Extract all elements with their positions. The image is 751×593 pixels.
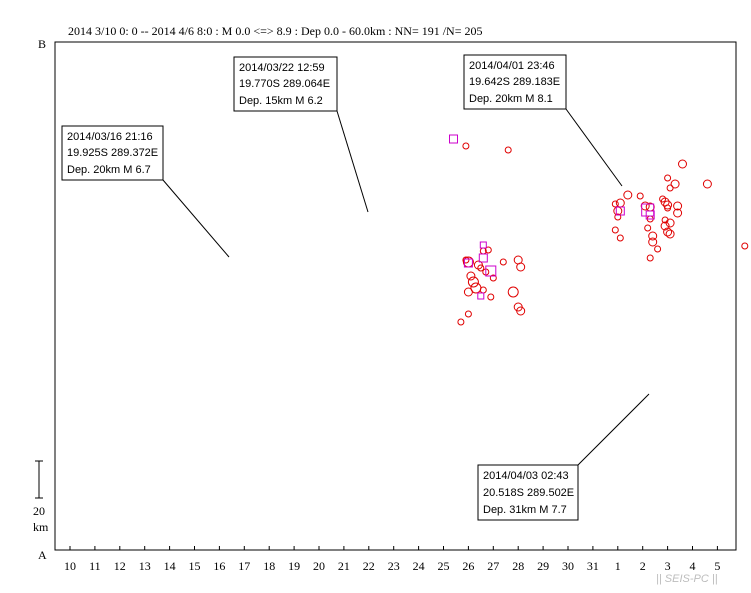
callout-date: 2014/03/22 12:59	[239, 62, 325, 74]
x-tick-label: 21	[338, 559, 350, 573]
x-tick-label: 26	[462, 559, 474, 573]
event-circle	[671, 180, 679, 188]
x-tick-label: 2	[640, 559, 646, 573]
event-circle	[703, 180, 711, 188]
callout-ev-0403: 2014/04/03 02:43 20.518S 289.502E Dep. 3…	[478, 394, 649, 520]
callout-depth-mag: Dep. 31km M 7.7	[483, 504, 567, 516]
scale-bar-unit: km	[33, 520, 49, 534]
event-square	[480, 242, 486, 248]
x-tick-label: 29	[537, 559, 549, 573]
x-tick-label: 15	[189, 559, 201, 573]
x-tick-label: 3	[665, 559, 671, 573]
callout-coords: 19.770S 289.064E	[239, 78, 330, 90]
event-circle	[465, 311, 471, 317]
event-circle	[463, 143, 469, 149]
x-tick-label: 22	[363, 559, 375, 573]
callout-leader-line	[163, 180, 229, 257]
x-tick-label: 27	[487, 559, 499, 573]
axis-bottom-label: A	[38, 548, 47, 562]
callout-leader-line	[337, 111, 368, 212]
callout-depth-mag: Dep. 20km M 6.7	[67, 164, 151, 176]
event-circle	[617, 235, 623, 241]
chart-header: 2014 3/10 0: 0 -- 2014 4/6 8:0 : M 0.0 <…	[68, 24, 483, 38]
x-tick-label: 20	[313, 559, 325, 573]
event-circle	[667, 185, 673, 191]
x-tick-label: 31	[587, 559, 599, 573]
event-circle	[655, 246, 661, 252]
event-circle	[616, 199, 624, 207]
event-circle	[624, 191, 632, 199]
event-circle	[679, 160, 687, 168]
event-circle	[637, 193, 643, 199]
event-circle	[649, 232, 657, 240]
event-circle	[488, 294, 494, 300]
x-tick-label: 23	[388, 559, 400, 573]
event-square	[478, 293, 484, 299]
scale-bar: 20 km	[33, 461, 49, 534]
x-tick-label: 1	[615, 559, 621, 573]
callout-date: 2014/04/01 23:46	[469, 60, 555, 72]
x-tick-label: 14	[164, 559, 176, 573]
callout-depth-mag: Dep. 20km M 8.1	[469, 93, 553, 105]
callout-date: 2014/04/03 02:43	[483, 470, 569, 482]
event-circle	[645, 225, 651, 231]
callout-coords: 20.518S 289.502E	[483, 487, 574, 499]
x-tick-label: 10	[64, 559, 76, 573]
event-circle	[480, 287, 486, 293]
event-circle	[742, 243, 748, 249]
event-circle	[508, 287, 518, 297]
plot-frame	[55, 42, 736, 550]
x-tick-label: 24	[413, 559, 425, 573]
x-tick-label: 28	[512, 559, 524, 573]
event-circle	[647, 255, 653, 261]
event-circle	[666, 230, 674, 238]
watermark: || SEIS-PC ||	[656, 573, 718, 585]
event-markers	[450, 75, 751, 458]
x-tick-label: 11	[89, 559, 101, 573]
x-tick-label: 18	[263, 559, 275, 573]
scale-bar-value: 20	[33, 504, 45, 518]
callout-leader-line	[578, 394, 649, 465]
seismicity-time-distance-chart: 2014 3/10 0: 0 -- 2014 4/6 8:0 : M 0.0 <…	[0, 0, 751, 593]
x-tick-label: 30	[562, 559, 574, 573]
x-tick-label: 17	[238, 559, 250, 573]
event-square	[450, 135, 458, 143]
event-circle	[665, 175, 671, 181]
event-circle	[467, 272, 475, 280]
callout-depth-mag: Dep. 15km M 6.2	[239, 95, 323, 107]
event-circle	[517, 263, 525, 271]
callout-ev-0322: 2014/03/22 12:59 19.770S 289.064E Dep. 1…	[234, 57, 368, 212]
event-circle	[500, 259, 506, 265]
x-tick-label: 25	[438, 559, 450, 573]
callout-ev-0401: 2014/04/01 23:46 19.642S 289.183E Dep. 2…	[464, 55, 622, 186]
callout-date: 2014/03/16 21:16	[67, 131, 153, 143]
event-circle	[505, 147, 511, 153]
callout-coords: 19.642S 289.183E	[469, 76, 560, 88]
x-tick-label: 12	[114, 559, 126, 573]
x-tick-label: 5	[714, 559, 720, 573]
x-tick-label: 13	[139, 559, 151, 573]
callout-coords: 19.925S 289.372E	[67, 147, 158, 159]
x-tick-label: 16	[213, 559, 225, 573]
x-tick-label: 19	[288, 559, 300, 573]
x-tick-label: 4	[690, 559, 696, 573]
axis-top-label: B	[38, 37, 46, 51]
event-circle	[612, 227, 618, 233]
event-square	[479, 254, 487, 262]
event-circle	[458, 319, 464, 325]
callout-leader-line	[566, 109, 622, 186]
callout-ev-0316: 2014/03/16 21:16 19.925S 289.372E Dep. 2…	[62, 126, 229, 257]
event-circle	[464, 288, 472, 296]
